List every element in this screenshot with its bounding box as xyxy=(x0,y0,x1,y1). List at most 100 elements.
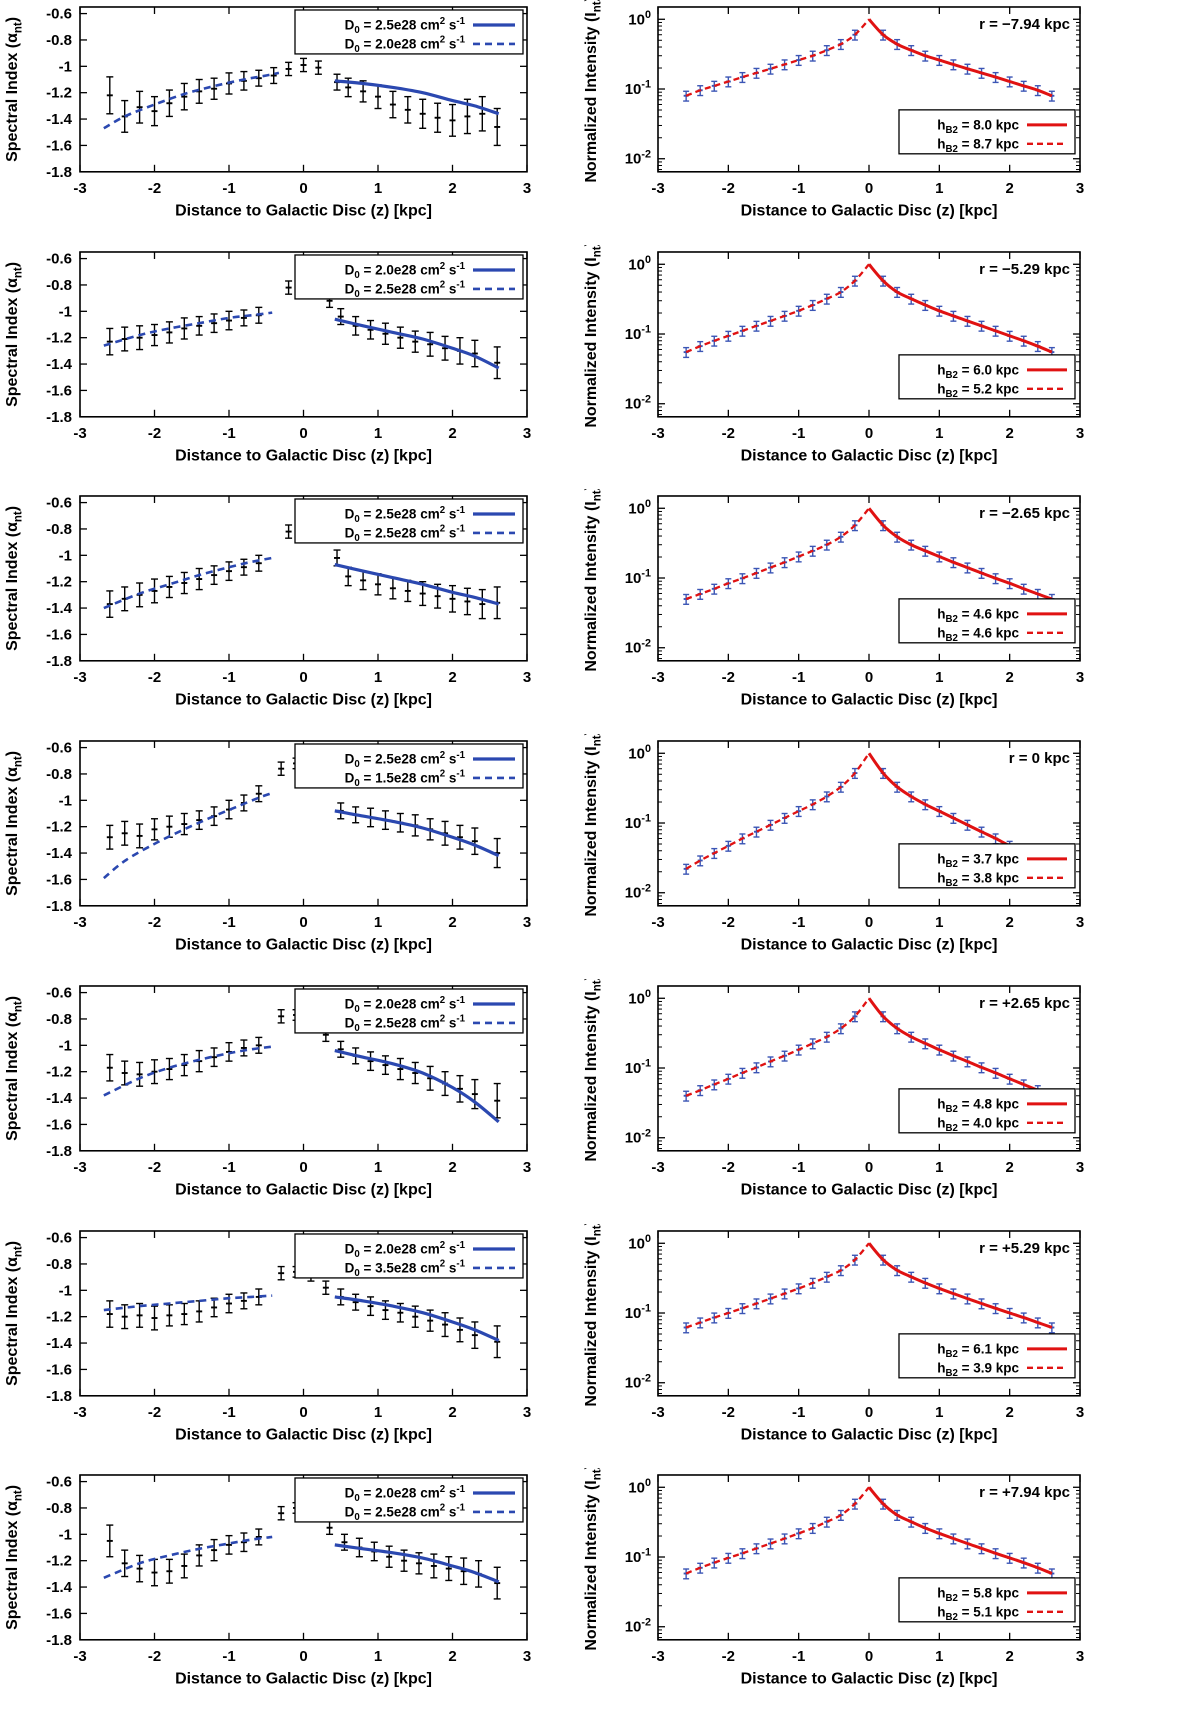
intensity-panel-5: -3 -2 -1 0 1 2 3 100 10-1 10-2 Distance to Galacti… xyxy=(583,979,1084,1199)
svg-text:Normalized Intensity (Int): Normalized Intensity (Int) xyxy=(583,734,603,917)
svg-text:Spectral Index (αnt): Spectral Index (αnt) xyxy=(4,17,24,162)
svg-text:0: 0 xyxy=(299,914,307,931)
svg-text:10-1: 10-1 xyxy=(625,323,651,342)
svg-text:10-2: 10-2 xyxy=(625,1127,651,1146)
figure-row: -3 -2 -1 0 1 2 3 -0.6 -0.8 -1 -1.2 -1.4 -1.6 -1.8 Dist… xyxy=(0,979,1200,1224)
svg-text:-1.6: -1.6 xyxy=(46,1361,72,1378)
svg-text:-0.8: -0.8 xyxy=(46,521,72,538)
svg-text:hB2 = 4.0 kpc: hB2 = 4.0 kpc xyxy=(937,1115,1019,1134)
svg-text:-1: -1 xyxy=(792,424,805,441)
svg-text:Distance to Galactic Disc (z): Distance to Galactic Disc (z) [kpc] xyxy=(741,447,998,464)
intensity-panel-1: -3 -2 -1 0 1 2 3 100 10-1 10-2 Distance to Galacti… xyxy=(583,0,1084,220)
spectral-index-panel-7: -3 -2 -1 0 1 2 3 -0.6 -0.8 -1 -1.2 -1.4 -1.6 -1.8 Dist… xyxy=(4,1474,531,1688)
svg-text:-1: -1 xyxy=(59,792,72,809)
svg-text:0: 0 xyxy=(299,1403,307,1420)
svg-text:-1.2: -1.2 xyxy=(46,574,72,591)
svg-text:D0 = 2.0e28 cm2 s-1: D0 = 2.0e28 cm2 s-1 xyxy=(345,1484,466,1504)
svg-text:Distance to Galactic Disc (z): Distance to Galactic Disc (z) [kpc] xyxy=(175,692,432,709)
svg-text:-1.4: -1.4 xyxy=(46,356,73,373)
svg-text:-3: -3 xyxy=(73,180,86,197)
svg-text:hB2 = 3.7 kpc: hB2 = 3.7 kpc xyxy=(937,851,1019,870)
svg-text:2: 2 xyxy=(1005,1159,1013,1176)
svg-text:-1.2: -1.2 xyxy=(46,819,72,836)
intensity-panel-4: -3 -2 -1 0 1 2 3 100 10-1 10-2 Distance to Galacti… xyxy=(583,734,1084,954)
svg-text:-2: -2 xyxy=(722,669,735,686)
svg-text:2: 2 xyxy=(448,1403,456,1420)
svg-text:D0 = 2.0e28 cm2 s-1: D0 = 2.0e28 cm2 s-1 xyxy=(345,1239,466,1259)
svg-text:Spectral Index (αnt): Spectral Index (αnt) xyxy=(4,751,24,896)
svg-text:hB2 = 3.9 kpc: hB2 = 3.9 kpc xyxy=(937,1360,1019,1379)
figure-row: -3 -2 -1 0 1 2 3 -0.6 -0.8 -1 -1.2 -1.4 -1.6 -1.8 Dist… xyxy=(0,1224,1200,1469)
svg-text:D0 = 2.5e28 cm2 s-1: D0 = 2.5e28 cm2 s-1 xyxy=(345,1014,466,1034)
figure-row: -3 -2 -1 0 1 2 3 -0.6 -0.8 -1 -1.2 -1.4 -1.6 -1.8 Dist… xyxy=(0,734,1200,979)
svg-text:-1: -1 xyxy=(792,180,805,197)
svg-text:1: 1 xyxy=(935,669,943,686)
svg-text:-1.6: -1.6 xyxy=(46,872,72,889)
svg-text:-3: -3 xyxy=(651,1159,664,1176)
svg-text:2: 2 xyxy=(1005,424,1013,441)
svg-text:-1: -1 xyxy=(792,914,805,931)
svg-text:0: 0 xyxy=(299,424,307,441)
svg-text:D0 = 3.5e28 cm2 s-1: D0 = 3.5e28 cm2 s-1 xyxy=(345,1258,466,1278)
svg-text:2: 2 xyxy=(1005,180,1013,197)
svg-text:Normalized Intensity (Int): Normalized Intensity (Int) xyxy=(583,1468,603,1651)
svg-text:-1: -1 xyxy=(59,1282,72,1299)
svg-text:-0.6: -0.6 xyxy=(46,1229,72,1246)
svg-text:D0 = 2.5e28 cm2 s-1: D0 = 2.5e28 cm2 s-1 xyxy=(345,524,466,544)
svg-text:-1.6: -1.6 xyxy=(46,627,72,644)
svg-text:10-2: 10-2 xyxy=(625,393,651,412)
svg-text:-3: -3 xyxy=(651,1648,664,1665)
svg-text:D0 = 2.5e28 cm2 s-1: D0 = 2.5e28 cm2 s-1 xyxy=(345,505,466,525)
svg-text:0: 0 xyxy=(299,180,307,197)
svg-text:-1.4: -1.4 xyxy=(46,1335,73,1352)
svg-text:-2: -2 xyxy=(148,669,161,686)
svg-text:-0.8: -0.8 xyxy=(46,1011,72,1028)
svg-text:-1: -1 xyxy=(222,180,235,197)
svg-text:Distance to Galactic Disc (z): Distance to Galactic Disc (z) [kpc] xyxy=(741,1182,998,1199)
svg-text:-1.8: -1.8 xyxy=(46,408,72,425)
svg-text:r = +5.29 kpc: r = +5.29 kpc xyxy=(979,1239,1070,1256)
svg-text:-2: -2 xyxy=(722,1159,735,1176)
svg-text:hB2 = 3.8 kpc: hB2 = 3.8 kpc xyxy=(937,870,1019,889)
svg-text:-0.6: -0.6 xyxy=(46,984,72,1001)
svg-text:-0.8: -0.8 xyxy=(46,1500,72,1517)
svg-text:1: 1 xyxy=(374,1648,382,1665)
svg-text:D0 = 2.0e28 cm2 s-1: D0 = 2.0e28 cm2 s-1 xyxy=(345,35,466,55)
svg-text:-1: -1 xyxy=(59,1037,72,1054)
svg-text:3: 3 xyxy=(1076,914,1084,931)
svg-text:-3: -3 xyxy=(651,669,664,686)
spectral-index-panel-4: -3 -2 -1 0 1 2 3 -0.6 -0.8 -1 -1.2 -1.4 -1.6 -1.8 Dist… xyxy=(4,740,531,954)
svg-text:2: 2 xyxy=(448,669,456,686)
svg-text:100: 100 xyxy=(628,988,651,1007)
svg-text:hB2 = 8.7 kpc: hB2 = 8.7 kpc xyxy=(937,136,1019,155)
svg-text:0: 0 xyxy=(299,669,307,686)
svg-text:-1.4: -1.4 xyxy=(46,1579,73,1596)
svg-text:2: 2 xyxy=(448,1648,456,1665)
svg-text:2: 2 xyxy=(1005,669,1013,686)
svg-text:-1.6: -1.6 xyxy=(46,1116,72,1133)
svg-text:-1.2: -1.2 xyxy=(46,1064,72,1081)
svg-text:D0 = 2.0e28 cm2 s-1: D0 = 2.0e28 cm2 s-1 xyxy=(345,995,466,1015)
svg-text:100: 100 xyxy=(628,1477,651,1496)
svg-text:0: 0 xyxy=(865,914,873,931)
svg-text:-1: -1 xyxy=(792,669,805,686)
svg-text:3: 3 xyxy=(1076,180,1084,197)
svg-text:r = −5.29 kpc: r = −5.29 kpc xyxy=(979,261,1070,278)
svg-text:-2: -2 xyxy=(148,1648,161,1665)
svg-text:-0.6: -0.6 xyxy=(46,740,72,757)
svg-text:100: 100 xyxy=(628,498,651,517)
figure-row: -3 -2 -1 0 1 2 3 -0.6 -0.8 -1 -1.2 -1.4 -1.6 -1.8 Dist… xyxy=(0,489,1200,734)
svg-text:-1.2: -1.2 xyxy=(46,1308,72,1325)
svg-text:Distance to Galactic Disc (z): Distance to Galactic Disc (z) [kpc] xyxy=(175,937,432,954)
svg-text:-2: -2 xyxy=(722,180,735,197)
svg-text:Distance to Galactic Disc (z): Distance to Galactic Disc (z) [kpc] xyxy=(175,1426,432,1443)
svg-text:-1: -1 xyxy=(222,1648,235,1665)
svg-text:Normalized Intensity (Int): Normalized Intensity (Int) xyxy=(583,1224,603,1407)
svg-text:-3: -3 xyxy=(73,1159,86,1176)
svg-text:1: 1 xyxy=(374,669,382,686)
svg-text:-1: -1 xyxy=(59,1527,72,1544)
svg-text:10-1: 10-1 xyxy=(625,1302,651,1321)
svg-text:-1.8: -1.8 xyxy=(46,653,72,670)
svg-text:1: 1 xyxy=(935,180,943,197)
